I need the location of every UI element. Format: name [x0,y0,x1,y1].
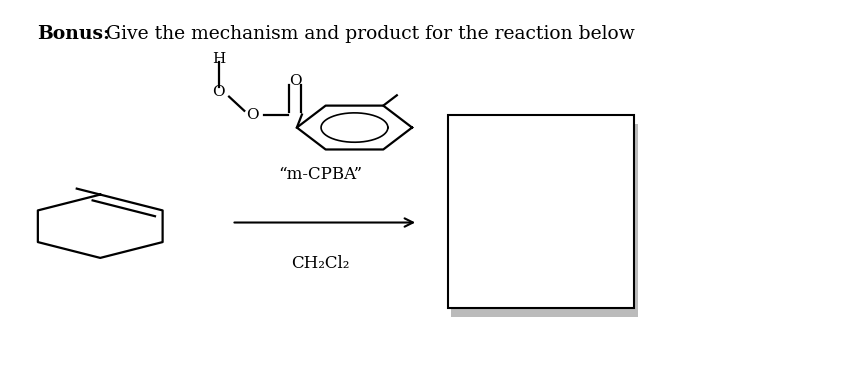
Text: O: O [289,74,301,88]
Bar [447,115,633,308]
Bar [451,124,636,318]
Text: Bonus:: Bonus: [37,25,110,43]
Text: O: O [212,85,225,99]
Text: H: H [212,52,225,66]
Text: “m-CPBA”: “m-CPBA” [279,166,362,183]
Text: Give the mechanism and product for the reaction below: Give the mechanism and product for the r… [101,25,634,43]
Text: O: O [246,107,259,121]
Text: CH₂Cl₂: CH₂Cl₂ [291,255,349,272]
